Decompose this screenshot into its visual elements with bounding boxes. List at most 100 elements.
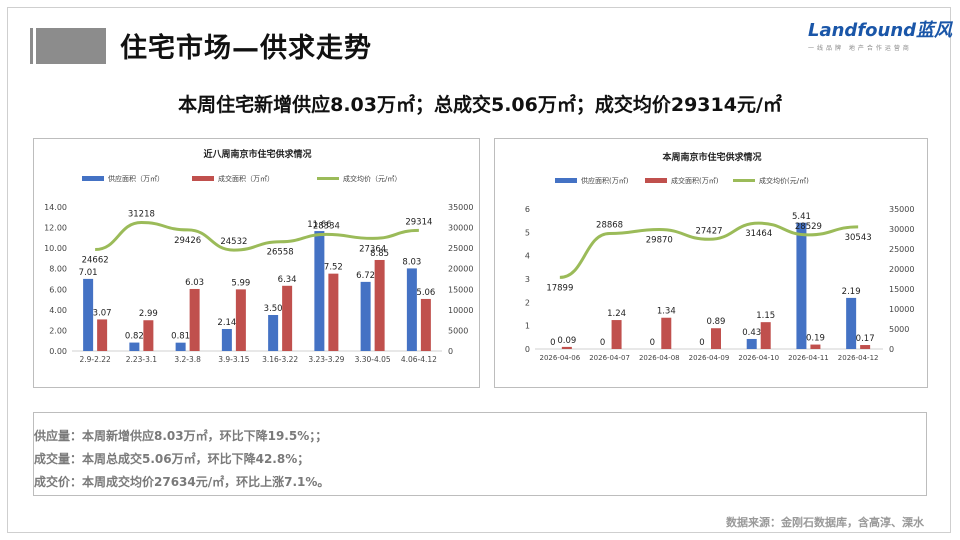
y-left-tick: 4 [525, 252, 530, 261]
y-right-tick: 25000 [448, 244, 473, 253]
x-tick-label: 2.23-3.1 [126, 355, 158, 364]
y-left-tick: 10.00 [44, 244, 67, 253]
eight-week-chart: 近八周南京市住宅供求情况 供应面积（万㎡） 成交面积（万㎡） 成交均价（元/㎡） 0.0… [33, 138, 480, 388]
price-value-label: 29870 [646, 236, 673, 246]
bar-value-label: 0.09 [557, 336, 576, 346]
price-value-label: 27427 [695, 226, 722, 236]
bar-deal [611, 320, 622, 349]
legend-label-1: 成交面积（万㎡） [218, 174, 274, 183]
title-accent-bar [30, 28, 33, 64]
x-tick-label: 2026-04-08 [639, 354, 680, 362]
chart-title: 本周南京市住宅供求情况 [662, 151, 761, 163]
y-right-tick: 15000 [448, 285, 473, 294]
bar-supply [746, 338, 757, 349]
x-tick-label: 2026-04-09 [689, 354, 730, 362]
bar-value-label: 0.89 [707, 317, 726, 327]
bar-value-label: 8.03 [402, 257, 421, 267]
bar-value-label: 0 [650, 338, 655, 348]
y-right-tick: 20000 [448, 265, 473, 274]
bar-supply [314, 231, 325, 351]
y-left-tick: 1 [525, 322, 530, 331]
y-left-tick: 3 [525, 275, 530, 284]
y-left-tick: 2 [525, 298, 530, 307]
y-right-tick: 15000 [889, 285, 914, 294]
data-source: 数据来源：金刚石数据库，含高淳、溧水 [726, 516, 924, 529]
summary-box: 供应量：本周新增供应8.03万㎡，环比下降19.5%；； 成交量：本周总成交5.… [33, 412, 927, 496]
bar-deal [420, 298, 431, 351]
price-value-label: 28334 [313, 221, 340, 231]
legend-label-0: 供应面积（万㎡） [108, 174, 164, 183]
y-right-tick: 5000 [448, 326, 468, 335]
bar-deal [143, 320, 154, 351]
bar-supply [406, 268, 417, 351]
price-value-label: 28529 [795, 222, 822, 232]
legend-swatch-1 [192, 176, 214, 181]
y-right-tick: 0 [448, 347, 453, 356]
bar-deal [711, 328, 721, 349]
bar-deal [561, 346, 572, 349]
y-right-tick: 25000 [889, 245, 914, 254]
y-right-tick: 20000 [889, 265, 914, 274]
bar-supply [268, 315, 279, 351]
legend-label-2: 成交均价（元/㎡） [343, 174, 401, 183]
x-tick-label: 3.30-4.05 [355, 355, 391, 364]
x-tick-label: 4.06-4.12 [401, 355, 437, 364]
x-tick-label: 3.9-3.15 [218, 355, 250, 364]
price-value-label: 31464 [745, 229, 772, 239]
price-value-label: 27364 [359, 244, 386, 254]
bar-value-label: 5.06 [416, 288, 435, 298]
title-accent-block [36, 28, 106, 64]
bar-value-label: 2.99 [139, 309, 158, 319]
bar-value-label: 0 [550, 338, 555, 348]
price-value-label: 24662 [82, 256, 109, 266]
chart-title: 近八周南京市住宅供求情况 [203, 148, 311, 160]
y-left-tick: 6 [525, 205, 530, 214]
slide-frame [7, 7, 951, 533]
bar-value-label: 0.81 [171, 332, 190, 342]
bar-value-label: 7.52 [324, 263, 343, 273]
y-right-tick: 30000 [448, 224, 473, 233]
x-tick-label: 3.2-3.8 [174, 355, 201, 364]
price-value-label: 29314 [405, 217, 432, 227]
x-tick-label: 2026-04-06 [540, 354, 581, 362]
bar-value-label: 0.82 [125, 332, 144, 342]
summary-supply: 供应量：本周新增供应8.03万㎡，环比下降19.5%；； [34, 429, 328, 443]
summary-deal: 成交量：本周总成交5.06万㎡，环比下降42.8%； [34, 452, 310, 466]
bar-value-label: 0 [600, 338, 605, 348]
y-right-tick: 35000 [889, 205, 914, 214]
bar-value-label: 3.50 [264, 304, 283, 314]
bar-value-label: 2.14 [217, 318, 236, 328]
legend-swatch-0 [82, 176, 104, 181]
y-right-tick: 5000 [889, 325, 909, 334]
x-tick-label: 2026-04-11 [788, 354, 829, 362]
bar-value-label: 2.19 [842, 287, 861, 297]
bar-value-label: 1.24 [607, 309, 626, 319]
bar-supply [129, 342, 140, 351]
y-left-tick: 8.00 [49, 265, 67, 274]
price-value-label: 31218 [128, 210, 155, 220]
page-title: 住宅市场—供求走势 [120, 33, 372, 64]
legend-label-1: 成交面积(万㎡) [671, 176, 719, 185]
bar-deal [97, 319, 108, 351]
price-line [94, 221, 419, 252]
logo-slogan: 一线品牌 地产合作运营商 [808, 45, 912, 52]
bar-value-label: 5.41 [792, 212, 811, 222]
bar-supply [796, 222, 807, 349]
headline: 本周住宅新增供应8.03万㎡；总成交5.06万㎡；成交均价29314元/㎡ [178, 94, 782, 116]
x-tick-label: 2026-04-12 [838, 354, 879, 362]
bar-value-label: 0.17 [856, 334, 875, 344]
x-tick-label: 3.23-3.29 [308, 355, 344, 364]
y-left-tick: 2.00 [49, 326, 67, 335]
bar-deal [760, 322, 771, 349]
bar-value-label: 5.99 [231, 278, 250, 288]
legend-swatch-0 [555, 178, 577, 183]
y-right-tick: 10000 [448, 306, 473, 315]
x-tick-label: 2026-04-07 [589, 354, 630, 362]
y-right-tick: 35000 [448, 203, 473, 212]
legend-label-2: 成交均价(元/㎡) [759, 176, 809, 185]
y-right-tick: 0 [889, 345, 894, 354]
bar-value-label: 1.34 [657, 307, 676, 317]
price-value-label: 30543 [845, 233, 872, 243]
legend-swatch-1 [645, 178, 667, 183]
